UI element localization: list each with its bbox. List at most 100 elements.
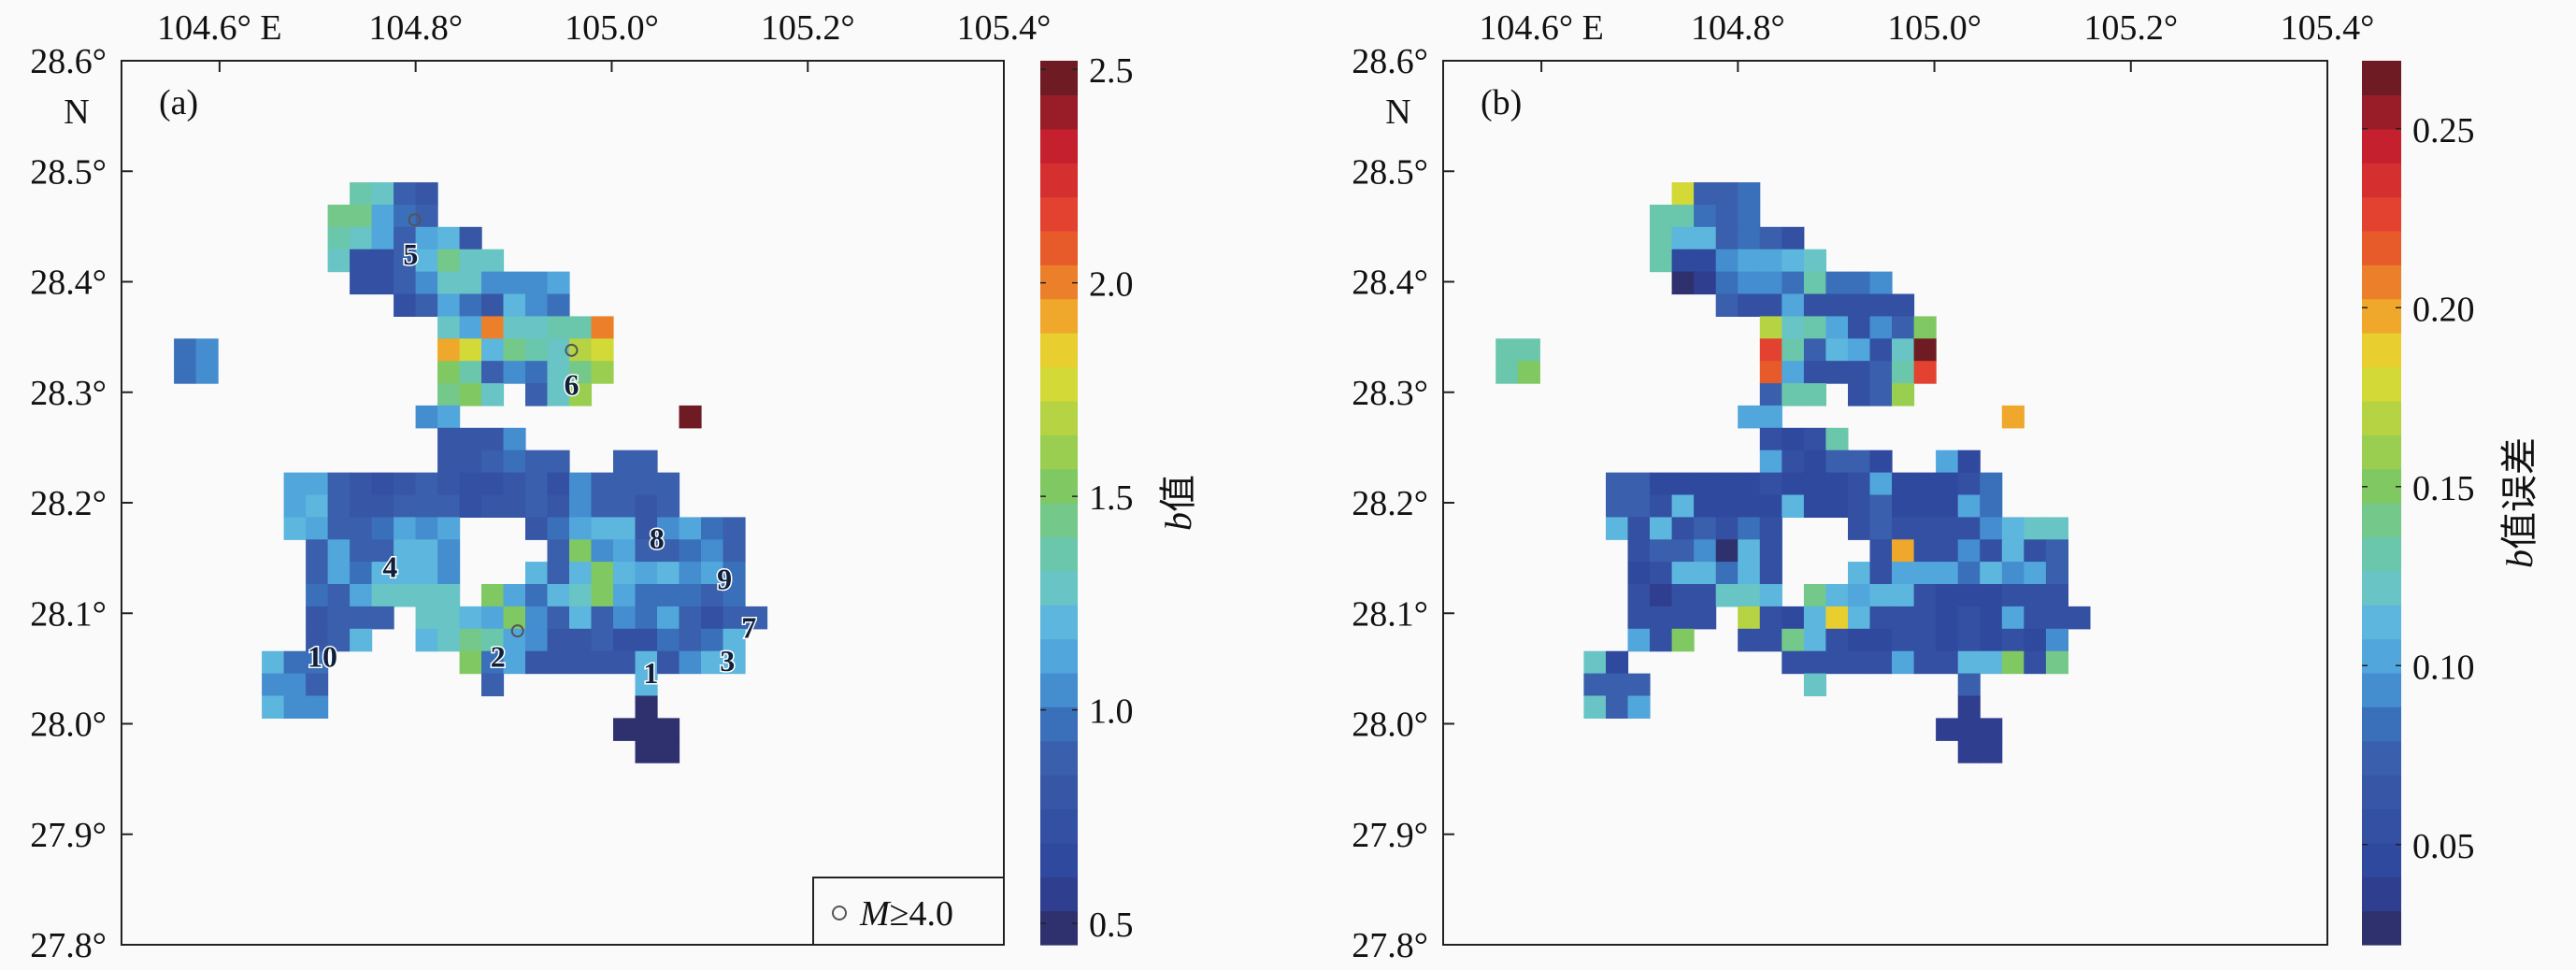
colorbar-level <box>2362 910 2401 946</box>
heatmap-cell <box>1759 539 1782 563</box>
heatmap-cell <box>1803 472 1826 496</box>
heatmap-cell <box>1759 271 1782 295</box>
heatmap-cell <box>1803 584 1826 607</box>
heatmap-cell <box>1869 361 1893 384</box>
heatmap-cell <box>1936 517 1959 540</box>
heatmap-cell <box>1694 205 1717 228</box>
heatmap-cell <box>306 628 329 652</box>
heatmap-cell <box>591 628 614 652</box>
heatmap-cell <box>503 271 526 295</box>
heatmap-cell <box>415 249 438 273</box>
heatmap-cell <box>481 249 505 273</box>
panel-a-b-value-map: 104.6° E 104.8° 105.0° 105.2° 105.4° 28.6° 28.… <box>30 8 1200 965</box>
y-tick-label: 28.6° <box>30 42 107 81</box>
heatmap-cell <box>547 472 570 496</box>
heatmap-cell <box>525 584 549 607</box>
heatmap-cell <box>1738 539 1761 563</box>
colorbar-level <box>2362 61 2401 95</box>
heatmap-cell <box>525 517 549 540</box>
heatmap-cell <box>569 539 593 563</box>
heatmap-cell <box>1957 740 1981 763</box>
heatmap-cell <box>1759 361 1782 384</box>
heatmap-cell <box>327 494 351 518</box>
heatmap-cell <box>1782 628 1805 652</box>
heatmap-cell <box>327 472 351 496</box>
colorbar-title: b值误差 <box>2498 437 2541 568</box>
heatmap-cell <box>1650 606 1673 630</box>
heatmap-cell <box>701 606 724 630</box>
heatmap-cell <box>1803 249 1826 273</box>
heatmap-cell <box>306 650 329 675</box>
heatmap-cell <box>1980 584 2003 607</box>
heatmap-cell <box>437 494 461 518</box>
heatmap-cell <box>306 673 329 697</box>
heatmap-cell <box>591 539 614 563</box>
heatmap-cell <box>415 226 438 250</box>
heatmap-cell <box>701 628 724 652</box>
heatmap-cell <box>437 584 461 607</box>
heatmap-cell <box>371 271 394 295</box>
heatmap-cell <box>1803 650 1826 675</box>
heatmap-cell <box>1936 628 1959 652</box>
heatmap-cell <box>415 628 438 652</box>
heatmap-cell <box>1738 517 1761 540</box>
heatmap-cell <box>1957 673 1981 697</box>
heatmap-cell <box>1738 271 1761 295</box>
heatmap-cell <box>1957 628 1981 652</box>
heatmap-cell <box>437 472 461 496</box>
heatmap-cell <box>1715 584 1739 607</box>
heatmap-cell <box>1627 539 1651 563</box>
heatmap-cell <box>1606 673 1629 697</box>
colorbar-tick-label: 1.5 <box>1089 478 1134 518</box>
heatmap-cell <box>1627 673 1651 697</box>
heatmap-cell <box>635 494 658 518</box>
y-tick-label: 28.6° <box>1352 42 1428 81</box>
heatmap-cell <box>306 606 329 630</box>
heatmap-cell <box>569 494 593 518</box>
heatmap-cell <box>437 405 461 429</box>
colorbar-level <box>2362 740 2401 776</box>
heatmap-cell <box>306 584 329 607</box>
heatmap-cell <box>1650 584 1673 607</box>
heatmap-cell <box>1671 628 1695 652</box>
heatmap-cell <box>306 695 329 719</box>
heatmap-cell <box>1869 338 1893 362</box>
heatmap-cell <box>1848 338 1871 362</box>
heatmap-cell <box>1694 517 1717 540</box>
heatmap-cell <box>1825 427 1849 451</box>
heatmap-cell <box>1759 562 1782 585</box>
heatmap-cell <box>481 472 505 496</box>
heatmap-cell <box>1715 517 1739 540</box>
heatmap-cell <box>1759 494 1782 518</box>
heatmap-cell <box>1869 494 1893 518</box>
heatmap-cell <box>1957 539 1981 563</box>
heatmap-cell <box>525 316 549 339</box>
colorbar-level <box>2362 536 2401 572</box>
heatmap-cell <box>350 606 373 630</box>
heatmap-cell <box>1892 338 1915 362</box>
heatmap-cell <box>1825 271 1849 295</box>
heatmap-cell <box>459 249 482 273</box>
colorbar-level <box>1040 230 1078 265</box>
heatmap-cell <box>2045 606 2068 630</box>
heatmap-cell <box>1957 718 1981 741</box>
heatmap-cell <box>547 628 570 652</box>
heatmap-cell <box>1627 472 1651 496</box>
heatmap-cell <box>613 449 637 474</box>
heatmap-cell <box>1913 650 1937 675</box>
heatmap-cell <box>1694 249 1717 273</box>
heatmap-cell <box>547 539 570 563</box>
heatmap-cells <box>174 182 768 763</box>
x-tick-label: 104.6° E <box>1479 8 1603 48</box>
heatmap-cell <box>1782 472 1805 496</box>
heatmap-cell <box>350 539 373 563</box>
heatmap-cell <box>1694 539 1717 563</box>
heatmap-cell <box>1738 205 1761 228</box>
heatmap-cell <box>195 338 219 362</box>
heatmap-cell <box>1913 361 1937 384</box>
heatmap-cell <box>2024 584 2047 607</box>
heatmap-cell <box>1715 249 1739 273</box>
heatmap-cell <box>679 539 702 563</box>
heatmap-cell <box>1892 517 1915 540</box>
heatmap-cell <box>1650 226 1673 250</box>
